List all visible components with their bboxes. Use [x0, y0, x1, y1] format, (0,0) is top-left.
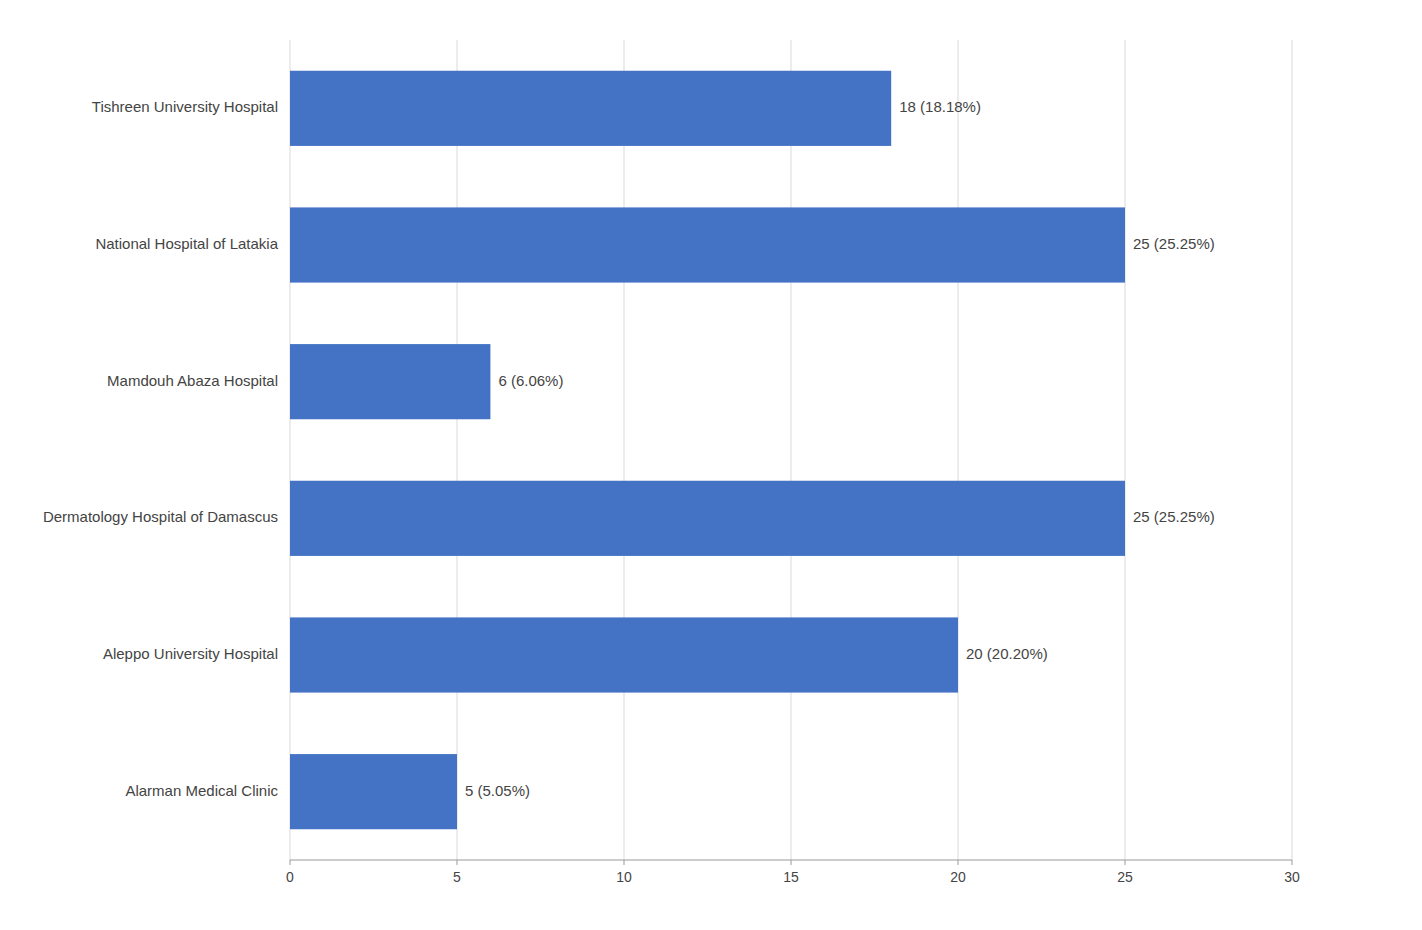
x-axis: 0 5 10 15 20 25 30 — [286, 860, 1300, 885]
grid — [290, 40, 1292, 860]
tick-mark — [791, 860, 792, 865]
category-label: Tishreen University Hospital — [92, 98, 278, 115]
bar — [290, 344, 490, 419]
tick-mark — [958, 860, 959, 865]
tick-mark — [457, 860, 458, 865]
tick-mark — [1292, 860, 1293, 865]
tick-label: 30 — [1284, 869, 1300, 885]
grid-line — [290, 40, 291, 860]
grid-line — [791, 40, 792, 860]
axis-line — [290, 860, 1292, 861]
bars — [290, 71, 1125, 830]
data-label: 5 (5.05%) — [465, 782, 530, 799]
data-label: 6 (6.06%) — [498, 372, 563, 389]
category-label: National Hospital of Latakia — [95, 235, 278, 252]
grid-line — [624, 40, 625, 860]
tick-label: 25 — [1117, 869, 1133, 885]
tick-mark — [1125, 860, 1126, 865]
category-label: Mamdouh Abaza Hospital — [107, 372, 278, 389]
data-label: 25 (25.25%) — [1133, 508, 1215, 525]
data-label: 20 (20.20%) — [966, 645, 1048, 662]
tick-mark — [290, 860, 291, 865]
tick-label: 15 — [783, 869, 799, 885]
grid-line — [1292, 40, 1293, 860]
grid-line — [1125, 40, 1126, 860]
bar — [290, 207, 1125, 282]
tick-label: 5 — [453, 869, 461, 885]
y-axis: Alarman Medical Clinic Aleppo University … — [43, 98, 279, 798]
tick-label: 10 — [616, 869, 632, 885]
grid-line — [958, 40, 959, 860]
data-labels: 5 (5.05%) 20 (20.20%) 25 (25.25%) 6 (6.06%)… — [465, 98, 1215, 798]
bar — [290, 617, 958, 692]
tick-label: 20 — [950, 869, 966, 885]
category-label: Alarman Medical Clinic — [125, 782, 278, 799]
data-label: 25 (25.25%) — [1133, 235, 1215, 252]
chart: 0 5 10 15 20 25 30 Alarman Medical Clinic Aleppo… — [0, 0, 1422, 930]
category-label: Aleppo University Hospital — [103, 645, 278, 662]
category-label: Dermatology Hospital of Damascus — [43, 508, 278, 525]
bar — [290, 754, 457, 829]
bar — [290, 71, 891, 146]
data-label: 18 (18.18%) — [899, 98, 981, 115]
tick-label: 0 — [286, 869, 294, 885]
bar — [290, 481, 1125, 556]
tick-mark — [624, 860, 625, 865]
grid-line — [457, 40, 458, 860]
